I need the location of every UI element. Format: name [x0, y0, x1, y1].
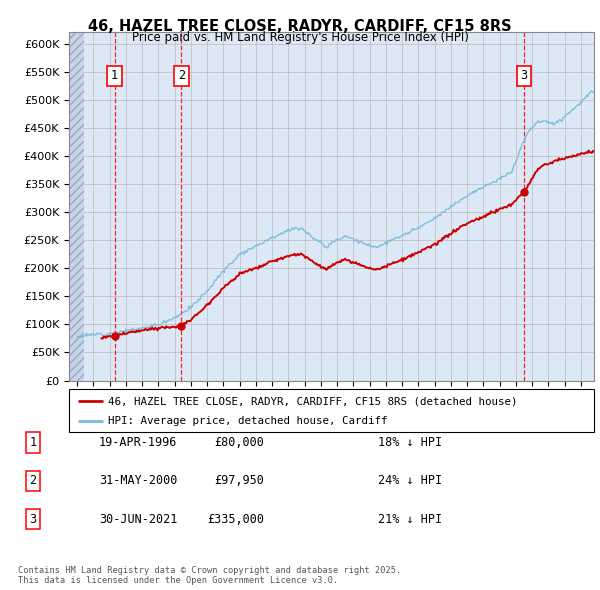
Text: 2: 2	[178, 70, 185, 83]
Text: 1: 1	[29, 436, 37, 449]
Text: HPI: Average price, detached house, Cardiff: HPI: Average price, detached house, Card…	[109, 417, 388, 426]
Text: 3: 3	[29, 513, 37, 526]
Text: 21% ↓ HPI: 21% ↓ HPI	[378, 513, 442, 526]
Text: Contains HM Land Registry data © Crown copyright and database right 2025.
This d: Contains HM Land Registry data © Crown c…	[18, 566, 401, 585]
Bar	[69, 32, 83, 381]
Text: 2: 2	[29, 474, 37, 487]
Text: 46, HAZEL TREE CLOSE, RADYR, CARDIFF, CF15 8RS: 46, HAZEL TREE CLOSE, RADYR, CARDIFF, CF…	[88, 19, 512, 34]
Text: 46, HAZEL TREE CLOSE, RADYR, CARDIFF, CF15 8RS (detached house): 46, HAZEL TREE CLOSE, RADYR, CARDIFF, CF…	[109, 396, 518, 407]
Text: 31-MAY-2000: 31-MAY-2000	[99, 474, 178, 487]
Text: Price paid vs. HM Land Registry's House Price Index (HPI): Price paid vs. HM Land Registry's House …	[131, 31, 469, 44]
Text: 1: 1	[111, 70, 118, 83]
Text: 30-JUN-2021: 30-JUN-2021	[99, 513, 178, 526]
Text: 24% ↓ HPI: 24% ↓ HPI	[378, 474, 442, 487]
Text: £80,000: £80,000	[214, 436, 264, 449]
Text: £97,950: £97,950	[214, 474, 264, 487]
Text: 19-APR-1996: 19-APR-1996	[99, 436, 178, 449]
Text: 3: 3	[521, 70, 527, 83]
Text: £335,000: £335,000	[207, 513, 264, 526]
Text: 18% ↓ HPI: 18% ↓ HPI	[378, 436, 442, 449]
